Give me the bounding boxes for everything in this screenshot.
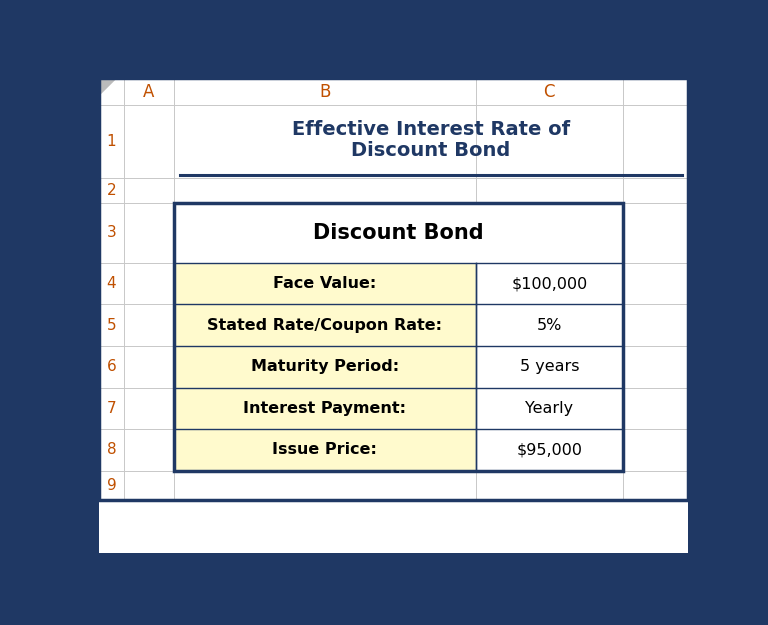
Text: 5: 5 xyxy=(107,318,116,332)
Text: $95,000: $95,000 xyxy=(516,442,582,458)
Text: Issue Price:: Issue Price: xyxy=(272,442,377,458)
Text: 8: 8 xyxy=(107,442,116,458)
Text: Effective Interest Rate of: Effective Interest Rate of xyxy=(292,120,570,139)
Text: Maturity Period:: Maturity Period: xyxy=(250,359,399,374)
Text: Stated Rate/Coupon Rate:: Stated Rate/Coupon Rate: xyxy=(207,318,442,332)
Bar xyxy=(174,203,623,471)
Text: 7: 7 xyxy=(107,401,116,416)
Text: B: B xyxy=(319,82,330,101)
Text: 6: 6 xyxy=(107,359,117,374)
Bar xyxy=(174,346,475,388)
Text: Discount Bond: Discount Bond xyxy=(351,141,511,159)
Polygon shape xyxy=(101,79,114,94)
Text: 9: 9 xyxy=(107,478,117,493)
Text: 5%: 5% xyxy=(537,318,562,332)
Text: 5 years: 5 years xyxy=(520,359,579,374)
Text: 2: 2 xyxy=(107,183,116,198)
Bar xyxy=(174,429,475,471)
Bar xyxy=(174,388,475,429)
Text: Interest Payment:: Interest Payment: xyxy=(243,401,406,416)
Text: Yearly: Yearly xyxy=(525,401,574,416)
Text: A: A xyxy=(143,82,154,101)
Bar xyxy=(174,203,623,471)
Text: 4: 4 xyxy=(107,276,116,291)
Bar xyxy=(99,78,688,500)
Bar xyxy=(174,263,475,304)
Text: 1: 1 xyxy=(107,134,116,149)
Bar xyxy=(174,304,475,346)
Text: Discount Bond: Discount Bond xyxy=(313,223,484,243)
Text: C: C xyxy=(544,82,555,101)
Text: Face Value:: Face Value: xyxy=(273,276,376,291)
Text: 3: 3 xyxy=(107,226,117,241)
Text: $100,000: $100,000 xyxy=(511,276,588,291)
